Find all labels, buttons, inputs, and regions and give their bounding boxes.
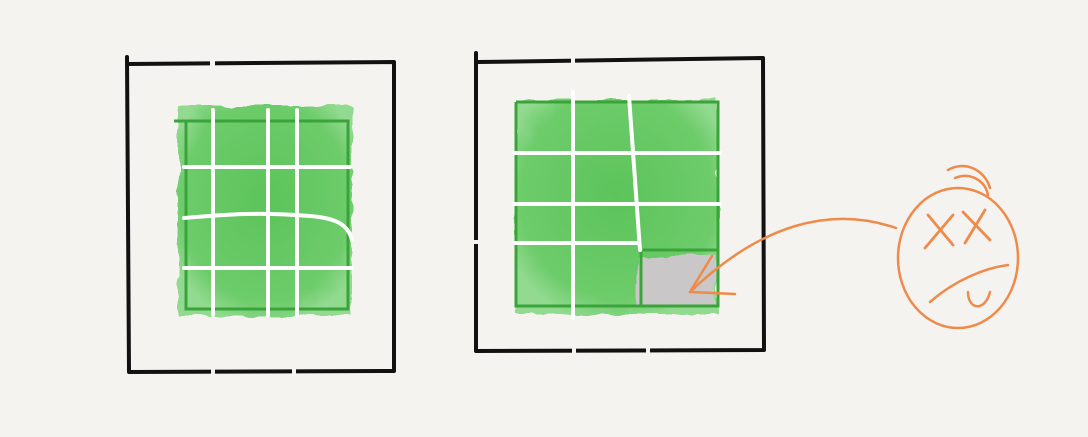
left-green-outline xyxy=(174,119,350,311)
right-frame-gap-bottom-1 xyxy=(572,346,576,354)
dizzy-face-circle xyxy=(896,186,1020,330)
right-grid-horizontal-lines xyxy=(512,151,722,245)
left-green-fill xyxy=(178,106,352,316)
left-frame-gap-bottom-2 xyxy=(292,366,296,374)
right-frame-gap-left xyxy=(472,240,480,244)
annotation xyxy=(688,164,1020,330)
left-frame xyxy=(125,55,396,374)
right-panel xyxy=(472,51,766,354)
right-frame xyxy=(474,51,766,353)
right-broken-cell xyxy=(638,256,716,306)
right-frame-gap-top xyxy=(571,56,575,65)
dizzy-face-mouth-line xyxy=(928,263,1010,304)
left-frame-gap-bottom-1 xyxy=(211,366,215,374)
annotation-arrow-head xyxy=(688,254,737,296)
left-grid-horizontal-lines xyxy=(182,165,354,270)
dizzy-face-brow xyxy=(946,164,992,190)
left-wrapping-line xyxy=(182,211,354,242)
dizzy-face-mouth-u xyxy=(966,290,992,308)
left-panel xyxy=(125,55,396,374)
right-green-outline xyxy=(514,100,720,308)
annotation-arrow-line xyxy=(688,217,898,294)
dizzy-face-eyes xyxy=(923,208,992,250)
right-frame-gap-bottom-2 xyxy=(646,346,650,354)
left-frame-gap-top xyxy=(210,60,215,68)
dizzy-face-brow-2 xyxy=(953,174,990,197)
